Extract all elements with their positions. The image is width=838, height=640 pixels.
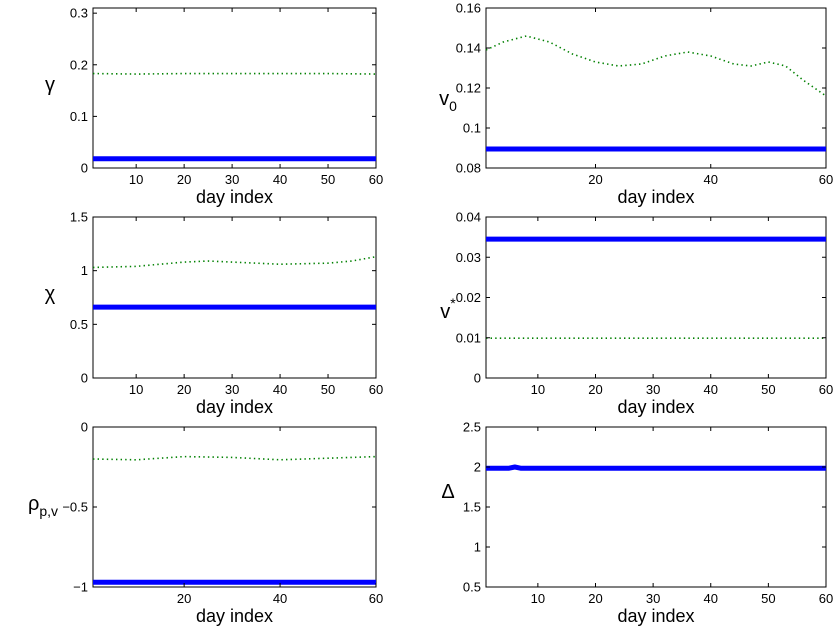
x-tick-label: 20	[588, 382, 602, 397]
x-tick-label: 30	[646, 591, 660, 606]
x-tick-label: 30	[225, 382, 239, 397]
dotted-series-line	[92, 255, 377, 269]
y-axis-label: ρp,v	[28, 493, 58, 519]
x-tick-label: 60	[369, 172, 383, 187]
axes-frame	[92, 7, 377, 169]
x-tick-label: 40	[273, 172, 287, 187]
x-tick-label: 20	[177, 591, 191, 606]
y-tick-label: −0.5	[62, 500, 88, 515]
x-axis-label: day index	[617, 187, 694, 207]
y-axis-label: v*	[440, 295, 456, 323]
dotted-series-line	[92, 72, 377, 75]
y-axis-label: γ	[45, 74, 55, 96]
x-tick-label: 40	[704, 172, 718, 187]
x-tick-label: 20	[588, 172, 602, 187]
x-tick-label: 20	[177, 382, 191, 397]
x-tick-label: 40	[273, 591, 287, 606]
y-tick-label: 0.03	[456, 250, 481, 265]
solid-series-line	[486, 464, 826, 471]
subplot-4: 10 20 30 40 50 60 0 0.01 0.02 0.03 0.04 day index v*	[440, 210, 833, 418]
x-tick-label: 30	[225, 172, 239, 187]
y-tick-label: 0.5	[70, 317, 88, 332]
x-tick-label: 50	[761, 591, 775, 606]
x-tick-label: 50	[321, 172, 335, 187]
x-tick-label: 60	[369, 591, 383, 606]
y-tick-label: 0	[474, 371, 481, 386]
x-tick-label: 20	[588, 591, 602, 606]
y-tick-label: 0.5	[463, 580, 481, 595]
x-tick-label: 60	[819, 591, 833, 606]
axes-frame	[485, 216, 827, 379]
axes-frame	[485, 7, 827, 169]
y-tick-label: 0	[81, 420, 88, 435]
y-tick-label: −1	[73, 580, 88, 595]
y-tick-label: 1	[81, 263, 88, 278]
x-tick-label: 50	[321, 382, 335, 397]
y-axis-label: Δ	[441, 481, 454, 503]
y-tick-label: 0.2	[70, 57, 88, 72]
y-tick-label: 1	[474, 540, 481, 555]
y-tick-label: 0.1	[463, 121, 481, 136]
subplot-5: 20 40 60 −1 −0.5 0 day index ρp,v	[28, 420, 383, 627]
y-tick-label: 0	[81, 161, 88, 176]
x-tick-label: 10	[531, 591, 545, 606]
x-tick-label: 40	[704, 591, 718, 606]
y-tick-label: 2.5	[463, 420, 481, 435]
y-tick-label: 1.5	[70, 210, 88, 225]
x-tick-label: 10	[531, 382, 545, 397]
x-axis-label: day index	[196, 606, 273, 626]
y-tick-label: 2	[474, 460, 481, 475]
x-tick-label: 10	[129, 172, 143, 187]
y-tick-label: 0.04	[456, 210, 481, 225]
subplot-3: 10 20 30 40 50 60 0 0.5 1 1.5 day index χ	[45, 210, 383, 418]
x-tick-label: 60	[819, 172, 833, 187]
y-axis-label: v0	[439, 88, 457, 114]
y-tick-label: 0.16	[456, 1, 481, 16]
y-tick-label: 0.01	[456, 330, 481, 345]
y-tick-label: 0.02	[456, 290, 481, 305]
y-tick-label: 0.08	[456, 161, 481, 176]
axes-frame	[485, 426, 827, 588]
y-tick-label: 0.3	[70, 6, 88, 21]
y-tick-label: 0	[81, 371, 88, 386]
x-tick-label: 60	[369, 382, 383, 397]
x-tick-label: 40	[704, 382, 718, 397]
x-axis-label: day index	[196, 187, 273, 207]
x-tick-label: 60	[819, 382, 833, 397]
subplot-1: 10 20 30 40 50 60 0 0.1 0.2 0.3 day index γ	[45, 6, 383, 207]
y-axis-label: χ	[45, 283, 56, 305]
x-tick-label: 40	[273, 382, 287, 397]
x-axis-label: day index	[617, 397, 694, 417]
y-tick-label: 0.12	[456, 81, 481, 96]
y-tick-label: 0.1	[70, 109, 88, 124]
x-axis-label: day index	[617, 606, 694, 626]
axes-frame	[92, 426, 377, 588]
x-axis-label: day index	[196, 397, 273, 417]
x-tick-label: 30	[646, 382, 660, 397]
y-tick-label: 0.14	[456, 41, 481, 56]
axes-frame	[92, 216, 377, 379]
subplot-2: 20 40 60 0.08 0.1 0.12 0.14 0.16 day index v0	[439, 1, 833, 208]
subplot-6: 10 20 30 40 50 60 0.5 1 1.5 2 2.5 day index Δ	[441, 420, 833, 627]
dotted-series-line	[92, 455, 377, 461]
x-tick-label: 50	[761, 382, 775, 397]
x-tick-label: 20	[177, 172, 191, 187]
y-tick-label: 1.5	[463, 500, 481, 515]
x-tick-label: 10	[129, 382, 143, 397]
dotted-series-line	[485, 35, 827, 97]
